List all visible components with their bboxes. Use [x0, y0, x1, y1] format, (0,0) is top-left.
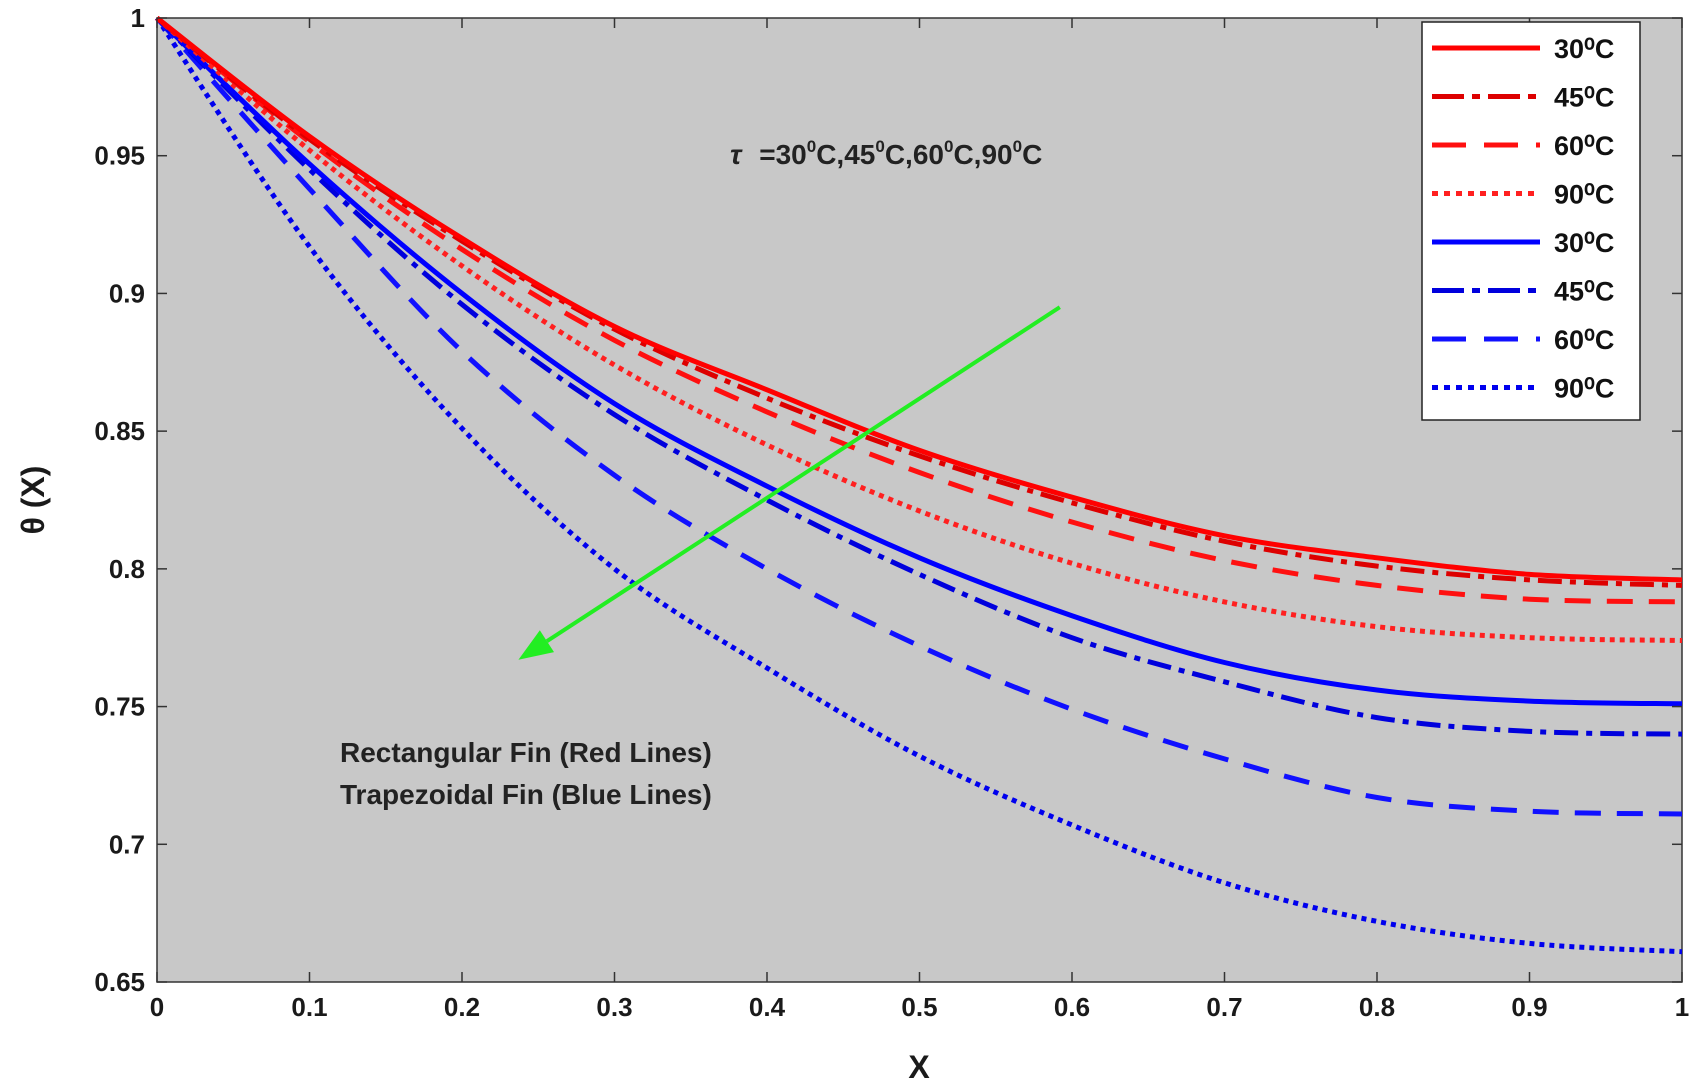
x-tick-label: 0.5	[901, 992, 937, 1022]
rectangular-series-90c-line	[155, 16, 1683, 643]
tau-symbol: τ	[730, 139, 743, 170]
trend-arrow-head	[518, 630, 555, 660]
legend-label: 60⁰C	[1554, 131, 1614, 161]
y-axis-title: θ (X)	[15, 466, 51, 535]
y-tick-label: 0.95	[94, 141, 145, 171]
y-tick-label: 0.9	[109, 278, 145, 308]
legend-label: 90⁰C	[1554, 374, 1614, 404]
y-tick-label: 0.7	[109, 829, 145, 859]
legend-label: 45⁰C	[1554, 83, 1614, 113]
trapezoidal-series-90c-line	[154, 16, 1683, 955]
tau-value-1-sup: 0	[807, 137, 816, 156]
trapezoidal-series-30c-line	[155, 16, 1683, 707]
y-tick-label: 1	[131, 3, 145, 33]
rectangular-series-60c-line	[155, 16, 1683, 605]
tau-value-4-sup: 0	[1013, 137, 1022, 156]
x-tick-label: 0.7	[1206, 992, 1242, 1022]
x-tick-label: 0.6	[1054, 992, 1090, 1022]
y-tick-label: 0.65	[94, 967, 145, 997]
legend-label: 90⁰C	[1554, 180, 1614, 210]
rectangular-fin-note: Rectangular Fin (Red Lines)	[340, 737, 712, 768]
x-tick-label: 0.1	[291, 992, 327, 1022]
x-axis-title: X	[908, 1049, 930, 1082]
x-tick-label: 0.3	[596, 992, 632, 1022]
trend-arrow	[518, 305, 1061, 660]
legend-items: 30⁰C 45⁰C 60⁰C 90⁰C 30⁰C 45⁰C 60⁰C 90⁰C	[1432, 34, 1614, 404]
tau-value-1: =30	[759, 139, 807, 170]
trapezoidal-series-60c-line	[155, 16, 1683, 817]
trapezoidal-fin-note: Trapezoidal Fin (Blue Lines)	[340, 779, 712, 810]
trapezoidal-series-45c-line	[155, 16, 1683, 737]
y-tick-label: 0.8	[109, 554, 145, 584]
y-tick-label: 0.75	[94, 692, 145, 722]
y-axis-ticks: 0.65 0.7 0.75 0.8 0.85 0.9 0.95 1	[94, 3, 1682, 997]
tau-value-3: 60	[913, 139, 944, 170]
tau-value-4: 90	[981, 139, 1012, 170]
legend: 30⁰C 45⁰C 60⁰C 90⁰C 30⁰C 45⁰C 60⁰C 90⁰C	[1421, 21, 1641, 421]
legend-label: 30⁰C	[1554, 34, 1614, 64]
trend-arrow-shaft	[545, 305, 1061, 643]
series-layer	[154, 16, 1683, 955]
rectangular-series-30c-line	[155, 16, 1683, 583]
x-tick-label: 0.9	[1511, 992, 1547, 1022]
legend-label: 60⁰C	[1554, 325, 1614, 355]
tau-value-2: 45	[844, 139, 875, 170]
tau-value-3-sup: 0	[944, 137, 953, 156]
rectangular-series-45c-line	[155, 16, 1683, 588]
x-tick-label: 0.2	[444, 992, 480, 1022]
x-tick-label: 1	[1675, 992, 1689, 1022]
legend-label: 45⁰C	[1554, 277, 1614, 307]
tau-value-4-unit: C	[1022, 139, 1042, 170]
x-tick-label: 0.8	[1359, 992, 1395, 1022]
tau-annotation: τ =300C,450C,600C,900C	[730, 137, 1042, 170]
legend-box	[1421, 21, 1641, 421]
tau-value-3-unit: C,	[953, 139, 981, 170]
y-tick-label: 0.85	[94, 416, 145, 446]
tau-value-2-unit: C,	[885, 139, 913, 170]
x-tick-label: 0	[150, 992, 164, 1022]
tau-value-1-unit: C,	[816, 139, 844, 170]
legend-label: 30⁰C	[1554, 228, 1614, 258]
tau-value-2-sup: 0	[875, 137, 884, 156]
x-tick-label: 0.4	[749, 992, 786, 1022]
x-axis-ticks: 0 0.1 0.2 0.3 0.4 0.5 0.6 0.7 0.8 0.9 1	[150, 18, 1689, 1022]
